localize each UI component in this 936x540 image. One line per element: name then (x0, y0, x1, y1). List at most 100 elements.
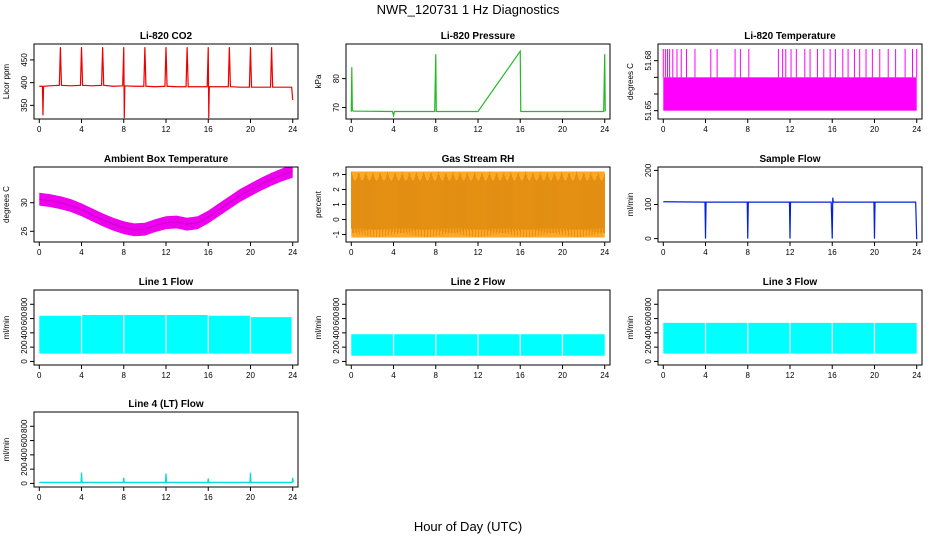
x-tick-label: 8 (122, 248, 127, 257)
y-tick-label: 30 (20, 198, 29, 207)
x-tick-label: 0 (37, 371, 42, 380)
y-tick-label: 400 (332, 326, 341, 340)
x-tick-label: 8 (434, 125, 439, 134)
x-tick-label: 12 (162, 493, 171, 502)
y-axis-label: ml/min (2, 438, 11, 462)
y-tick-label: 600 (332, 311, 341, 325)
y-tick-label: 0 (332, 359, 341, 364)
y-tick-label: 100 (644, 197, 653, 211)
panel-li-820-pressure: Li-820 Pressure kPa 0 4 8 12 16 20 24 70 80 (314, 31, 611, 134)
x-tick-label: 0 (661, 125, 666, 134)
x-tick-label: 12 (786, 371, 795, 380)
x-tick-label: 20 (558, 125, 567, 134)
x-tick-label: 16 (828, 248, 837, 257)
plot-area (662, 49, 918, 111)
panel-title: Line 3 Flow (763, 277, 818, 288)
x-tick-label: 24 (600, 371, 609, 380)
x-tick-label: 16 (516, 248, 525, 257)
x-tick-label: 16 (204, 371, 213, 380)
x-tick-label: 4 (391, 248, 396, 257)
x-tick-label: 4 (391, 125, 396, 134)
y-axis-label: ml/min (626, 316, 635, 340)
y-axis-label: ml/min (314, 316, 323, 340)
y-axis-label: Licor ppm (2, 64, 11, 99)
x-tick-label: 8 (746, 248, 751, 257)
x-tick-label: 24 (288, 125, 297, 134)
x-tick-label: 8 (434, 248, 439, 257)
series-line (39, 47, 294, 119)
y-tick-label: 200 (644, 340, 653, 354)
panel-title: Li-820 Pressure (441, 31, 516, 42)
panel-title: Li-820 CO2 (140, 31, 193, 42)
series-line (350, 49, 606, 118)
y-tick-label: 600 (20, 311, 29, 325)
x-tick-label: 20 (870, 248, 879, 257)
x-tick-label: 8 (122, 371, 127, 380)
y-axis-label: percent (314, 190, 323, 217)
x-tick-label: 24 (600, 125, 609, 134)
y-axis-label: kPa (314, 74, 323, 88)
x-tick-label: 4 (391, 371, 396, 380)
series-line (663, 197, 918, 240)
x-tick-label: 20 (246, 371, 255, 380)
y-tick-label: 200 (644, 163, 653, 177)
temperature-band (39, 167, 293, 237)
y-tick-label: 800 (20, 419, 29, 433)
x-tick-label: 24 (912, 371, 921, 380)
panel-line-1-flow: Line 1 Flow ml/min 0 4 8 12 16 20 24 0 20040060080… (2, 277, 299, 380)
y-tick-label: 70 (332, 102, 341, 111)
x-tick-label: 12 (786, 248, 795, 257)
panel-ambient-box-temperature: Ambient Box Temperature degrees C 0 4 8 12 16 2… (2, 154, 299, 257)
x-tick-label: 4 (703, 371, 708, 380)
y-tick-label: 200 (20, 340, 29, 354)
y-tick-label: -1 (332, 230, 341, 238)
x-tick-label: 12 (474, 248, 483, 257)
panel-line-2-flow: Line 2 Flow ml/min 0 4 8 12 16 20 24 0 20040060080… (314, 277, 611, 380)
y-tick-label: 400 (20, 448, 29, 462)
figure-title: NWR_120731 1 Hz Diagnostics (377, 2, 560, 17)
plot-area (39, 47, 294, 119)
plot-area (351, 290, 605, 356)
y-axis-label: ml/min (626, 193, 635, 217)
plot-area (350, 49, 606, 118)
y-tick-label: 1 (332, 202, 341, 207)
y-axis-label: ml/min (2, 316, 11, 340)
x-tick-label: 16 (516, 125, 525, 134)
plot-area (351, 171, 605, 238)
x-tick-label: 0 (349, 371, 354, 380)
y-tick-label: 0 (644, 359, 653, 364)
y-tick-label: 800 (644, 297, 653, 311)
panel-title: Sample Flow (759, 154, 820, 165)
x-tick-label: 4 (79, 371, 84, 380)
x-tick-label: 4 (703, 125, 708, 134)
x-tick-label: 16 (204, 248, 213, 257)
panel-sample-flow: Sample Flow ml/min 0 4 8 12 16 20 24 0 100 200 (626, 154, 923, 257)
panel-line-3-flow: Line 3 Flow ml/min 0 4 8 12 16 20 24 0 20040060080… (626, 277, 923, 380)
panel-title: Line 1 Flow (139, 277, 194, 288)
x-tick-label: 16 (204, 125, 213, 134)
x-tick-label: 4 (79, 125, 84, 134)
x-tick-label: 12 (162, 125, 171, 134)
plot-area (39, 167, 293, 237)
x-tick-label: 0 (661, 248, 666, 257)
x-tick-label: 20 (246, 248, 255, 257)
y-axis-label: degrees C (626, 63, 635, 100)
y-tick-label: 400 (20, 326, 29, 340)
y-tick-label: 200 (20, 462, 29, 476)
y-tick-label: 3 (332, 172, 341, 177)
y-tick-label: 400 (644, 326, 653, 340)
x-tick-label: 24 (600, 248, 609, 257)
panel-li-820-temperature: Li-820 Temperature degrees C 0 4 8 12 16 20 24 51… (626, 31, 923, 134)
x-tick-label: 8 (122, 125, 127, 134)
x-tick-label: 8 (434, 371, 439, 380)
panel-title: Li-820 Temperature (744, 31, 836, 42)
x-tick-label: 8 (122, 493, 127, 502)
plot-area (663, 290, 917, 354)
x-tick-label: 20 (870, 125, 879, 134)
x-tick-label: 12 (474, 371, 483, 380)
figure-x-axis-label: Hour of Day (UTC) (414, 519, 522, 534)
x-tick-label: 24 (288, 371, 297, 380)
